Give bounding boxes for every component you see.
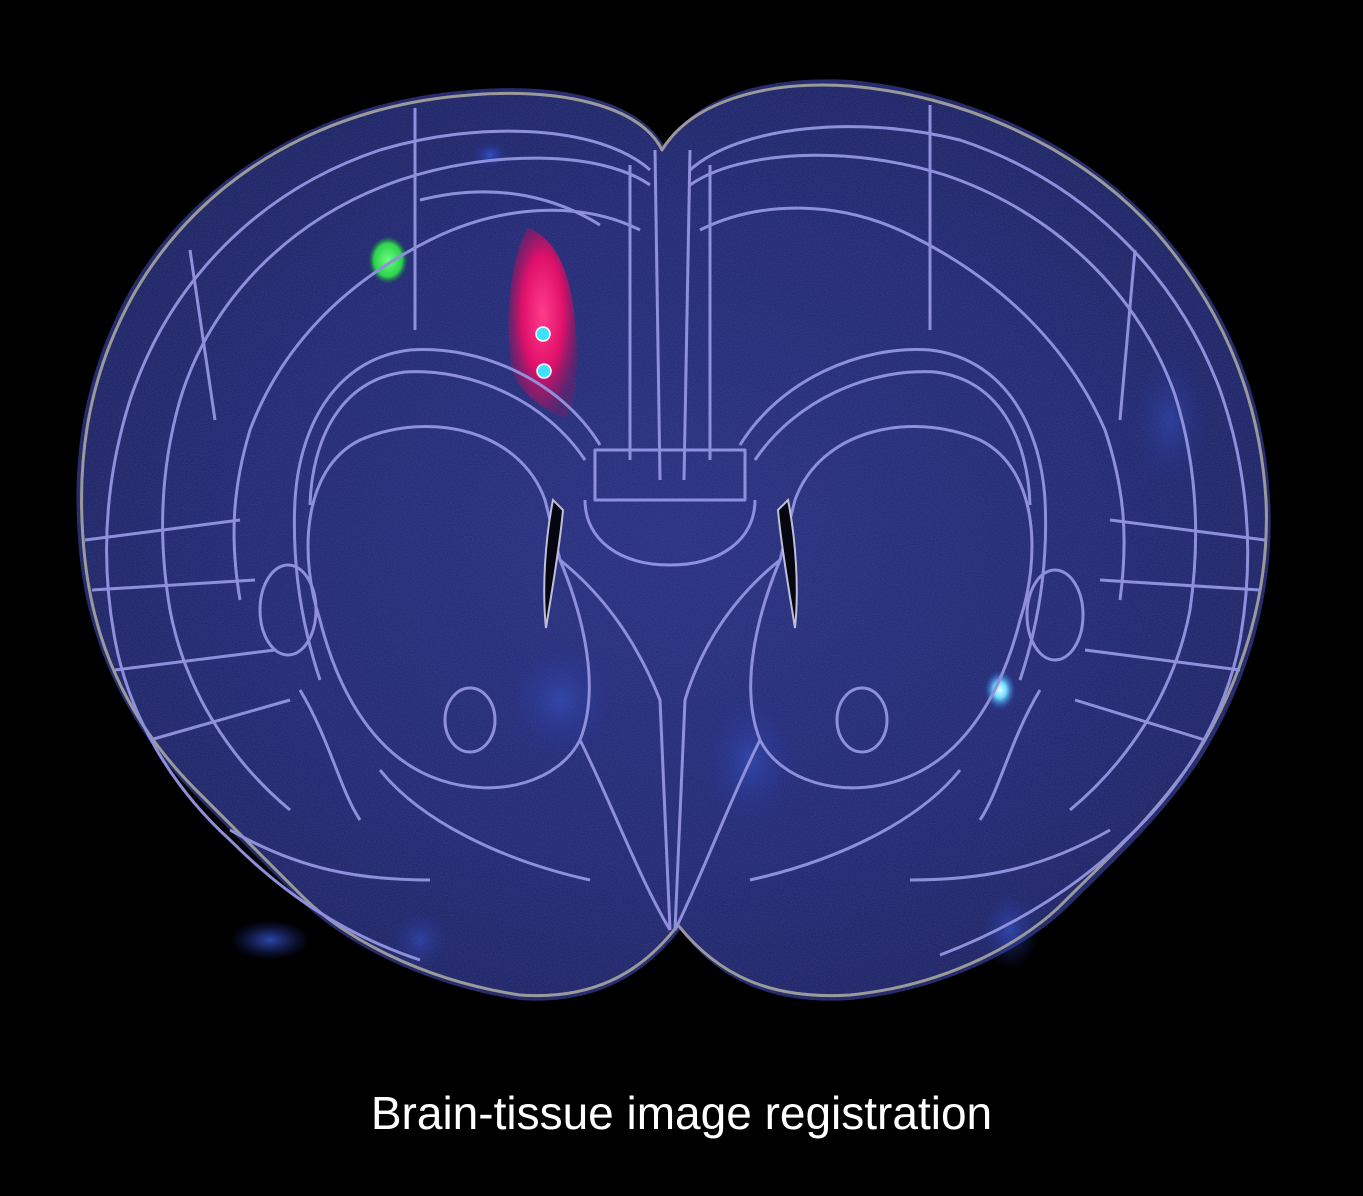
stain-patch <box>472 141 508 169</box>
brain-tissue <box>76 79 1271 1001</box>
stain-patch <box>980 890 1040 970</box>
stain-patch <box>1130 350 1210 490</box>
lateral-ventricles <box>543 497 798 629</box>
injection-site <box>508 228 577 418</box>
caption: Brain-tissue image registration <box>370 1087 993 1139</box>
cyan-spot <box>984 670 1016 710</box>
green-spot <box>368 236 408 284</box>
atlas-outline <box>80 83 1268 998</box>
stain-patch <box>230 920 310 960</box>
fluorescent-labels <box>368 228 1016 710</box>
probe-marker <box>536 363 552 379</box>
stain-patch <box>500 640 620 760</box>
probe-marker <box>535 326 551 342</box>
